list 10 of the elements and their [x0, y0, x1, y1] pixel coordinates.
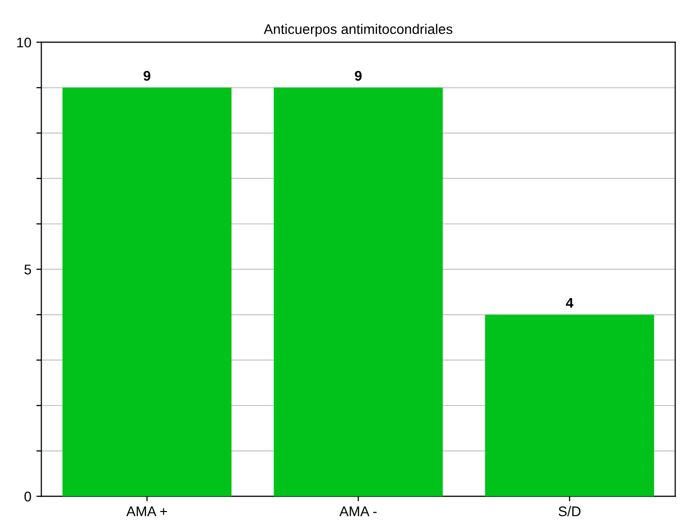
y-tick-label: 0	[24, 492, 32, 502]
x-tick-label: AMA +	[126, 506, 167, 516]
data-label: 4	[566, 298, 574, 308]
data-label: 9	[354, 70, 362, 81]
y-tick-label: 10	[17, 38, 32, 48]
x-tick-label: AMA -	[339, 506, 377, 516]
data-label: 9	[144, 70, 150, 81]
y-tick-label: 5	[24, 264, 32, 274]
chart-title: Anticuerpos antimitocondriales	[264, 24, 452, 37]
x-tick-label: S/D	[558, 506, 580, 516]
